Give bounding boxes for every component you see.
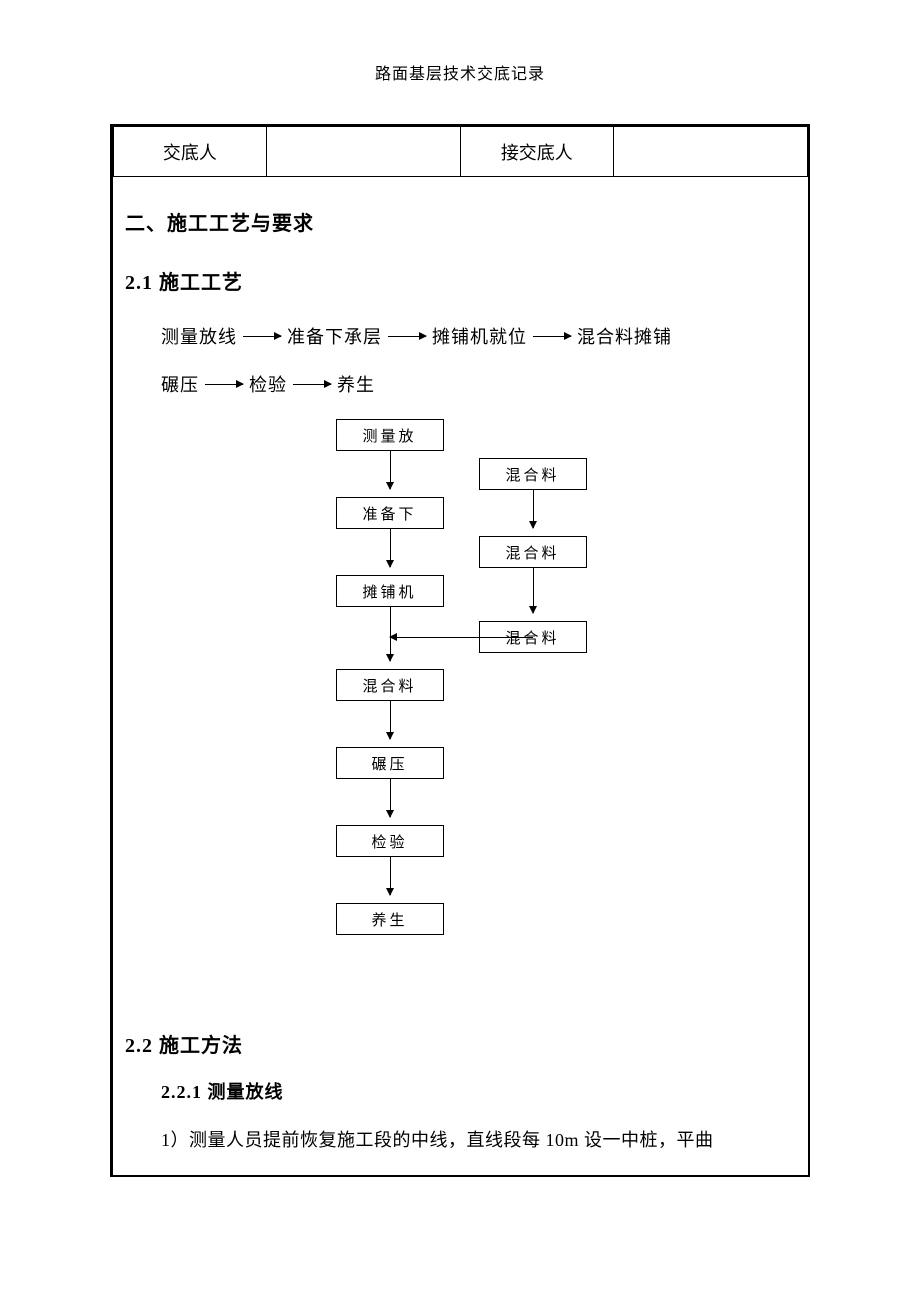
flow-text-line-1: 测量放线 准备下承层 摊铺机就位 混合料摊铺	[161, 323, 796, 349]
table-row: 交底人 接交底人	[114, 127, 808, 177]
flow-step: 碾压	[161, 371, 199, 397]
arrow-down-icon	[390, 701, 391, 739]
section-2-title: 二、施工工艺与要求	[125, 207, 796, 236]
flow-step: 测量放线	[161, 323, 237, 349]
flowchart-node: 混合料	[479, 536, 587, 568]
flowchart-node: 混合料	[336, 669, 444, 701]
arrow-down-icon	[390, 857, 391, 895]
flowchart-node: 摊铺机	[336, 575, 444, 607]
arrow-right-icon	[533, 336, 571, 337]
body-paragraph: 1）测量人员提前恢复施工段的中线，直线段每 10m 设一中桩，平曲	[161, 1126, 796, 1155]
flowchart-node: 养生	[336, 903, 444, 935]
flowchart-diagram: 测量放准备下摊铺机混合料碾压检验养生混合料混合料混合料	[211, 419, 711, 999]
flowchart-node: 检验	[336, 825, 444, 857]
flowchart-node: 碾压	[336, 747, 444, 779]
flowchart-node: 准备下	[336, 497, 444, 529]
flow-step: 摊铺机就位	[432, 323, 527, 349]
flow-step: 养生	[337, 371, 375, 397]
connector-line	[390, 637, 533, 638]
page-title: 路面基层技术交底记录	[0, 60, 920, 84]
flow-text-line-2: 碾压 检验 养生	[161, 371, 796, 397]
arrow-down-icon	[390, 451, 391, 489]
content-area: 二、施工工艺与要求 2.1 施工工艺 测量放线 准备下承层 摊铺机就位 混合料摊…	[113, 177, 808, 1175]
arrow-right-icon	[388, 336, 426, 337]
document-frame: 交底人 接交底人 二、施工工艺与要求 2.1 施工工艺 测量放线 准备下承层 摊…	[110, 124, 810, 1177]
submitter-value	[266, 127, 460, 177]
arrow-right-icon	[205, 384, 243, 385]
receiver-value	[613, 127, 807, 177]
flowchart-node: 混合料	[479, 458, 587, 490]
receiver-label: 接交底人	[460, 127, 613, 177]
arrow-down-icon	[533, 568, 534, 613]
flow-step: 检验	[249, 371, 287, 397]
arrow-right-icon	[243, 336, 281, 337]
section-2-2-title: 2.2 施工方法	[125, 1029, 796, 1058]
submitter-label: 交底人	[114, 127, 267, 177]
flow-step: 混合料摊铺	[577, 323, 672, 349]
flow-step: 准备下承层	[287, 323, 382, 349]
flowchart-node: 测量放	[336, 419, 444, 451]
arrow-down-icon	[390, 529, 391, 567]
section-2-1-title: 2.1 施工工艺	[125, 266, 796, 295]
arrow-down-icon	[390, 779, 391, 817]
arrow-right-icon	[293, 384, 331, 385]
header-table: 交底人 接交底人	[113, 126, 808, 177]
arrow-down-icon	[533, 490, 534, 528]
section-2-2-1-title: 2.2.1 测量放线	[161, 1078, 796, 1104]
